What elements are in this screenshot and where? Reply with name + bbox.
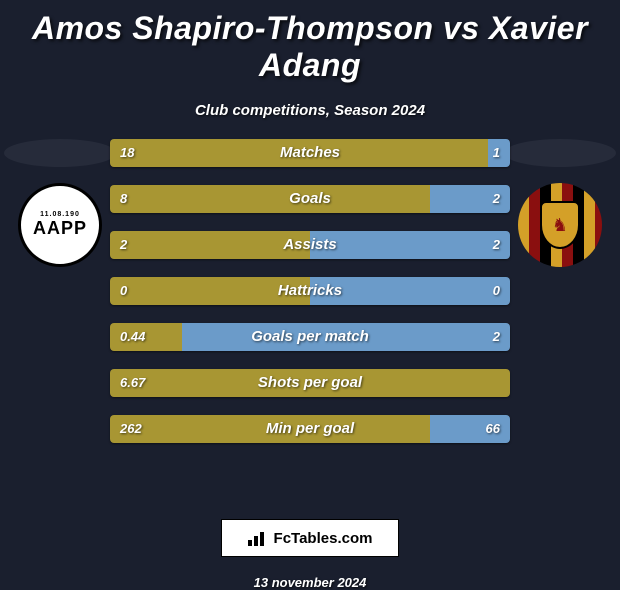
- crest-shield-icon: ♞: [540, 201, 580, 249]
- player-left-crest: 11.08.190 AAPP: [18, 183, 102, 267]
- stat-bar-left: [110, 185, 430, 213]
- stat-value-right: 2: [483, 323, 510, 351]
- stat-value-right: 2: [483, 185, 510, 213]
- stat-value-right: 0: [483, 277, 510, 305]
- stat-row: 6.67Shots per goal: [110, 369, 510, 397]
- stat-row: 26266Min per goal: [110, 415, 510, 443]
- subtitle: Club competitions, Season 2024: [0, 102, 620, 119]
- stat-bar-left: [110, 231, 310, 259]
- stat-bar-left: [110, 139, 488, 167]
- stat-value-right: 2: [483, 231, 510, 259]
- stat-row: 181Matches: [110, 139, 510, 167]
- stat-bar-left: [110, 369, 510, 397]
- stat-value-left: 18: [110, 139, 144, 167]
- player-left-oval: [4, 139, 116, 167]
- stat-bar-right: [182, 323, 510, 351]
- crest-main-text: AAPP: [33, 218, 87, 239]
- stat-row: 22Assists: [110, 231, 510, 259]
- stat-value-left: 6.67: [110, 369, 155, 397]
- crest-arc-text: 11.08.190: [40, 211, 80, 218]
- stat-value-left: 8: [110, 185, 137, 213]
- stat-value-left: 262: [110, 415, 152, 443]
- stat-row: 0.442Goals per match: [110, 323, 510, 351]
- stat-value-left: 0: [110, 277, 137, 305]
- footer-date: 13 november 2024: [0, 575, 620, 590]
- stat-value-right: 1: [483, 139, 510, 167]
- player-right-crest: ♞: [518, 183, 602, 267]
- footer-brand[interactable]: FcTables.com: [221, 519, 399, 557]
- stat-bar-left: [110, 277, 310, 305]
- stat-bar-left: [110, 415, 430, 443]
- stat-value-left: 2: [110, 231, 137, 259]
- footer-brand-text: FcTables.com: [274, 530, 373, 547]
- page-title: Amos Shapiro-Thompson vs Xavier Adang: [0, 0, 620, 84]
- stat-bar-right: [310, 277, 510, 305]
- stat-value-right: 66: [476, 415, 510, 443]
- chart-icon: [248, 530, 268, 546]
- stat-bar-right: [310, 231, 510, 259]
- stat-value-left: 0.44: [110, 323, 155, 351]
- stat-bars: 181Matches82Goals22Assists00Hattricks0.4…: [110, 139, 510, 461]
- stat-row: 82Goals: [110, 185, 510, 213]
- stat-row: 00Hattricks: [110, 277, 510, 305]
- comparison-content: 11.08.190 AAPP ♞ 181Matches82Goals22Assi…: [0, 139, 620, 519]
- player-right-oval: [504, 139, 616, 167]
